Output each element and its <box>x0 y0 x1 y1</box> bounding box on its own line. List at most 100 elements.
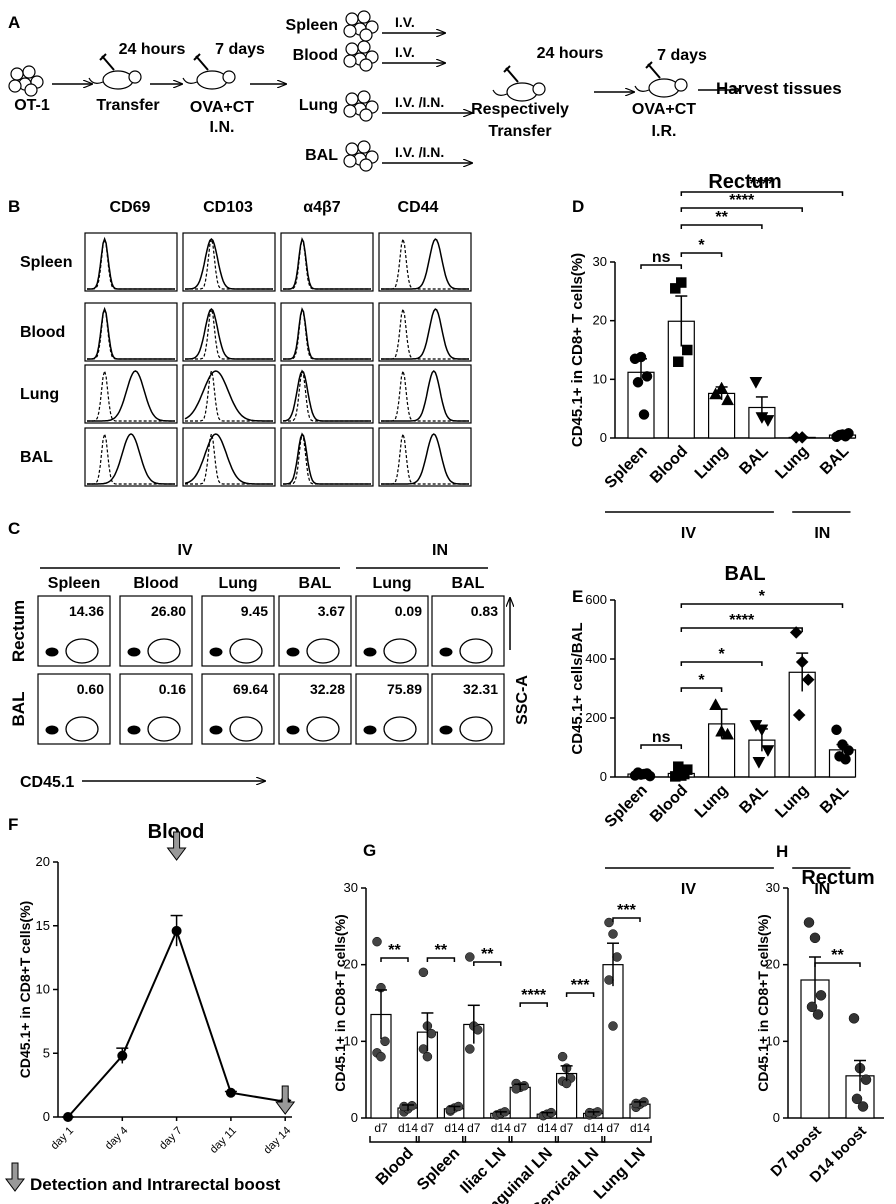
y-tick-label: 20 <box>766 957 780 972</box>
significance-label: *** <box>571 977 590 994</box>
cell <box>359 158 373 172</box>
stain-curve <box>87 433 175 485</box>
data-point <box>752 757 766 769</box>
data-point <box>422 1051 433 1062</box>
cell <box>345 142 359 156</box>
cell <box>343 54 357 68</box>
stain-curve <box>283 237 371 290</box>
legend-label: Detection and Intrarectal boost <box>30 1175 281 1194</box>
gate <box>459 716 493 742</box>
x-tick-label: Lung <box>772 782 812 822</box>
series-label: d7 <box>560 1121 574 1135</box>
series-label: d7 <box>606 1121 620 1135</box>
histogram-box <box>280 232 374 292</box>
data-point <box>670 283 681 294</box>
y-tick-label: 30 <box>593 254 607 269</box>
series-label: d14 <box>630 1121 650 1135</box>
panel-letter: F <box>8 815 18 834</box>
x-tick-label: day 11 <box>208 1125 239 1156</box>
label: 7 days <box>657 47 707 64</box>
significance-label: **** <box>521 987 547 1004</box>
x-tick-label: Spleen <box>602 443 651 492</box>
cell-cloud <box>286 647 300 657</box>
label: 7 days <box>215 41 265 58</box>
data-point <box>511 1084 521 1094</box>
data-point <box>519 1081 529 1091</box>
panel-letter: E <box>572 587 583 606</box>
cell-cloud <box>127 725 141 735</box>
data-point <box>851 1093 863 1105</box>
histogram-box <box>84 364 178 424</box>
data-point <box>584 1107 595 1118</box>
histogram-box <box>84 427 178 487</box>
data-point <box>860 1074 872 1085</box>
cell <box>10 67 24 81</box>
panel-letter: D <box>572 197 584 216</box>
stain-curve <box>184 433 273 485</box>
x-tick-label: Spleen <box>602 782 651 831</box>
cell <box>8 79 22 93</box>
pair-bracket <box>601 1136 652 1143</box>
column-label: BAL <box>299 575 332 592</box>
series-label: d14 <box>444 1121 464 1135</box>
cell-cloud <box>127 647 141 657</box>
stain-curve <box>185 307 273 360</box>
significance-bracket <box>565 992 595 997</box>
gate <box>229 716 263 742</box>
row-label: Blood <box>20 324 65 341</box>
x-tick-label: Lung <box>692 782 732 822</box>
cell <box>345 12 359 26</box>
x-tick-label: Blood <box>647 782 691 826</box>
group-label: IV <box>177 542 192 559</box>
column-label: Lung <box>372 575 411 592</box>
data-point <box>792 708 806 722</box>
syringe <box>503 65 519 83</box>
mouse-tail <box>492 89 508 96</box>
route-label: I.V. <box>395 14 415 30</box>
column-label: Lung <box>218 575 257 592</box>
stain-curve <box>381 433 469 485</box>
cell-cloud <box>439 725 453 735</box>
cell-cloud <box>209 725 223 735</box>
data-line <box>67 928 286 1118</box>
syringe <box>193 53 209 71</box>
data-point <box>761 415 775 427</box>
x-tick-label: day 7 <box>157 1125 185 1153</box>
pair-bracket <box>415 1136 467 1143</box>
data-point <box>631 1098 641 1109</box>
cell <box>24 83 38 97</box>
y-tick-label: 20 <box>344 957 358 972</box>
significance-label: * <box>759 588 766 605</box>
x-tick-label: day 4 <box>103 1125 131 1153</box>
cell <box>343 24 357 38</box>
significance-label: * <box>698 672 705 689</box>
mouse-head <box>532 82 546 96</box>
y-tick-label: 5 <box>43 1045 50 1060</box>
significance-label: ** <box>481 946 494 963</box>
significance-label: **** <box>729 192 755 209</box>
y-tick-label: 20 <box>36 854 50 869</box>
gate <box>459 638 493 664</box>
significance-bracket <box>680 661 763 666</box>
row-label: BAL <box>20 449 53 466</box>
data-point <box>473 1025 483 1035</box>
route-label: I.V. /I.N. <box>395 144 444 160</box>
panel-letter: G <box>363 841 376 860</box>
panel-letter: H <box>776 842 788 861</box>
data-point <box>840 754 851 765</box>
significance-bracket <box>380 957 409 962</box>
x-tick-label: BAL <box>736 443 771 478</box>
x-tick-label: Lung LN <box>591 1145 649 1203</box>
stain-curve <box>282 369 371 422</box>
mouse-body <box>196 70 228 90</box>
data-point <box>679 768 690 780</box>
significance-bracket <box>680 224 763 229</box>
cell <box>357 90 371 104</box>
stain-curve <box>283 307 371 360</box>
y-tick-label: 400 <box>585 651 607 666</box>
cell <box>343 104 357 118</box>
label: OT-1 <box>14 97 50 114</box>
significance-bracket <box>612 917 641 922</box>
cell <box>22 65 36 79</box>
bar <box>602 964 624 1119</box>
